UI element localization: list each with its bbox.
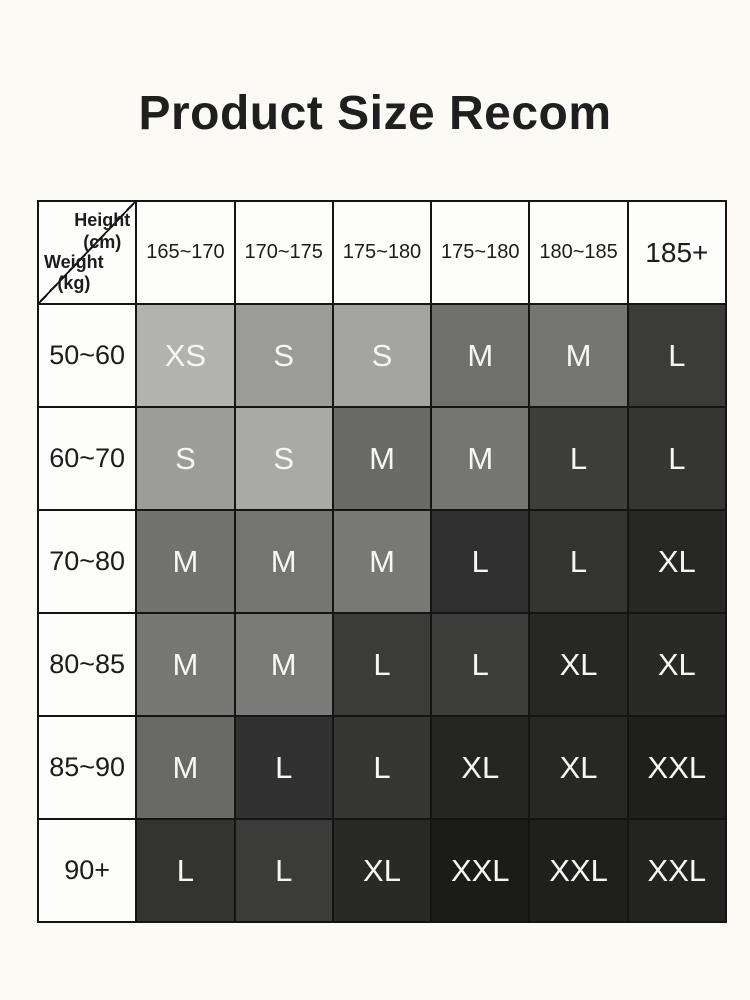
size-cell: M — [233, 612, 334, 717]
size-recommendation-table: Height (cm) Weight (kg) 165~170 170~175 17… — [36, 200, 728, 923]
size-cell: S — [331, 303, 433, 408]
size-cell: M — [135, 715, 236, 820]
height-axis-label: Height (cm) — [74, 210, 131, 252]
row-header: 50~60 — [36, 303, 138, 408]
size-chart-page: Product Size Recom Height (cm) Weight (k… — [0, 0, 750, 923]
size-cell: M — [430, 406, 531, 511]
col-header: 170~175 — [233, 200, 334, 305]
size-cell: M — [331, 406, 433, 511]
row-header: 85~90 — [36, 715, 138, 820]
size-cell: S — [233, 406, 334, 511]
col-header: 175~180 — [430, 200, 531, 305]
size-cell: M — [430, 303, 531, 408]
col-header: 165~170 — [135, 200, 236, 305]
col-header: 180~185 — [528, 200, 629, 305]
size-cell: S — [135, 406, 236, 511]
col-header: 175~180 — [331, 200, 433, 305]
size-cell: XL — [528, 612, 629, 717]
table-row: 70~80 M M M L L XL — [36, 509, 728, 614]
row-header: 90+ — [36, 818, 138, 923]
row-header: 70~80 — [36, 509, 138, 614]
size-cell: XXL — [626, 818, 728, 923]
size-cell: L — [135, 818, 236, 923]
col-header: 185+ — [626, 200, 728, 305]
size-cell: M — [331, 509, 433, 614]
size-cell: M — [233, 509, 334, 614]
table-row: 50~60 XS S S M M L — [36, 303, 728, 408]
size-cell: XL — [626, 509, 728, 614]
size-cell: S — [233, 303, 334, 408]
size-cell: L — [528, 509, 629, 614]
table-row: 90+ L L XL XXL XXL XXL — [36, 818, 728, 923]
size-cell: L — [233, 818, 334, 923]
weight-axis-label: Weight (kg) — [44, 251, 104, 294]
size-cell: M — [135, 612, 236, 717]
size-cell: M — [135, 509, 236, 614]
size-cell: L — [331, 715, 433, 820]
size-cell: XL — [626, 612, 728, 717]
size-cell: L — [331, 612, 433, 717]
size-cell: L — [626, 406, 728, 511]
size-cell: XXL — [430, 818, 531, 923]
size-cell: XXL — [528, 818, 629, 923]
size-cell: XXL — [626, 715, 728, 820]
size-cell: L — [233, 715, 334, 820]
table-row: 60~70 S S M M L L — [36, 406, 728, 511]
table-body: 50~60 XS S S M M L 60~70 S S M M L L 70~80 M M M L L XL 80~85… — [36, 303, 728, 923]
size-cell: XL — [331, 818, 433, 923]
size-cell: L — [626, 303, 728, 408]
table-row: 80~85 M M L L XL XL — [36, 612, 728, 717]
size-table-wrap: Height (cm) Weight (kg) 165~170 170~175 17… — [36, 200, 728, 923]
row-header: 80~85 — [36, 612, 138, 717]
corner-cell: Height (cm) Weight (kg) — [36, 200, 138, 305]
size-cell: L — [430, 509, 531, 614]
page-title: Product Size Recom — [138, 87, 612, 140]
size-cell: L — [528, 406, 629, 511]
size-cell: L — [430, 612, 531, 717]
row-header: 60~70 — [36, 406, 138, 511]
table-row: 85~90 M L L XL XL XXL — [36, 715, 728, 820]
size-cell: M — [528, 303, 629, 408]
header-row: Height (cm) Weight (kg) 165~170 170~175 17… — [36, 200, 728, 305]
size-cell: XS — [135, 303, 236, 408]
size-cell: XL — [528, 715, 629, 820]
size-cell: XL — [430, 715, 531, 820]
